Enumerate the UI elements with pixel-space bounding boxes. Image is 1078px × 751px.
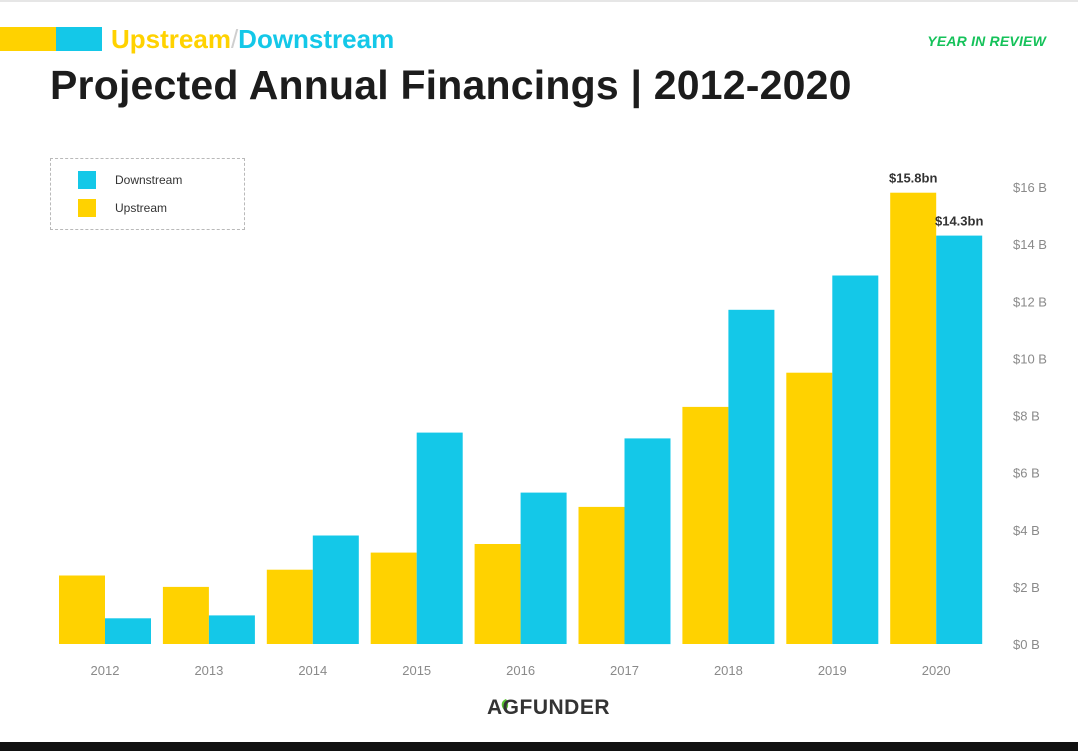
logo-text: AGFUNDER [487, 696, 610, 719]
x-tick-label-2019: 2019 [818, 663, 847, 678]
page-title: Projected Annual Financings | 2012-2020 [50, 62, 852, 108]
legend-label-downstream: Downstream [115, 173, 183, 187]
upstream-color-block [0, 27, 56, 51]
y-tick-label-16: $16 B [1013, 180, 1047, 195]
x-tick-label-2013: 2013 [194, 663, 223, 678]
y-tick-label-10: $10 B [1013, 351, 1047, 366]
y-tick-label-12: $12 B [1013, 294, 1047, 309]
data-label-upstream-2020: $15.8bn [889, 171, 937, 186]
data-label-downstream-2020: $14.3bn [935, 214, 983, 229]
x-tick-label-2018: 2018 [714, 663, 743, 678]
x-tick-label-2015: 2015 [402, 663, 431, 678]
bar-downstream-2016 [520, 492, 567, 644]
y-tick-label-14: $14 B [1013, 237, 1047, 252]
bar-downstream-2012 [105, 618, 151, 644]
y-tick-label-6: $6 B [1013, 466, 1040, 481]
bar-upstream-2013 [162, 586, 209, 644]
year-in-review-label: YEAR IN REVIEW [927, 33, 1046, 49]
leaf-logo-icon [501, 699, 509, 711]
x-tick-label-2017: 2017 [610, 663, 639, 678]
y-tick-label-0: $0 B [1013, 637, 1040, 652]
x-tick-label-2016: 2016 [506, 663, 535, 678]
bar-upstream-2017 [578, 506, 625, 644]
bottom-band [0, 742, 1078, 751]
x-tick-label-2012: 2012 [91, 663, 120, 678]
top-rule [0, 0, 1078, 2]
kicker-slash: / [230, 24, 239, 54]
bar-upstream-2015 [370, 552, 417, 644]
bar-downstream-2020 [936, 235, 983, 644]
downstream-color-block [56, 27, 102, 51]
kicker-upstream: Upstream [111, 24, 231, 54]
x-tick-label-2020: 2020 [922, 663, 951, 678]
bar-upstream-2019 [786, 372, 833, 644]
legend-item-downstream: Downstream [78, 171, 182, 189]
legend-label-upstream: Upstream [115, 201, 168, 215]
y-tick-label-4: $4 B [1013, 523, 1040, 538]
section-kicker: Upstream/Downstream [111, 23, 394, 55]
legend-item-upstream: Upstream [78, 199, 167, 217]
y-tick-label-2: $2 B [1013, 580, 1040, 595]
bar-downstream-2014 [312, 535, 359, 644]
bar-downstream-2013 [208, 615, 255, 644]
bar-upstream-2012 [59, 575, 105, 644]
bar-upstream-2016 [474, 544, 521, 644]
bar-downstream-2015 [416, 432, 463, 644]
legend-swatch-downstream [78, 171, 96, 189]
bar-upstream-2018 [682, 406, 729, 644]
bar-upstream-2020 [890, 192, 937, 644]
x-tick-label-2014: 2014 [298, 663, 327, 678]
bar-downstream-2018 [728, 309, 775, 644]
bar-upstream-2014 [266, 569, 313, 644]
bar-downstream-2019 [832, 275, 879, 644]
legend-swatch-upstream [78, 199, 96, 217]
kicker-downstream: Downstream [238, 24, 395, 54]
chart-legend: Downstream Upstream [50, 158, 245, 230]
bar-downstream-2017 [624, 438, 671, 645]
y-tick-label-8: $8 B [1013, 409, 1040, 424]
agfunder-logo: AGFUNDER [487, 696, 610, 720]
